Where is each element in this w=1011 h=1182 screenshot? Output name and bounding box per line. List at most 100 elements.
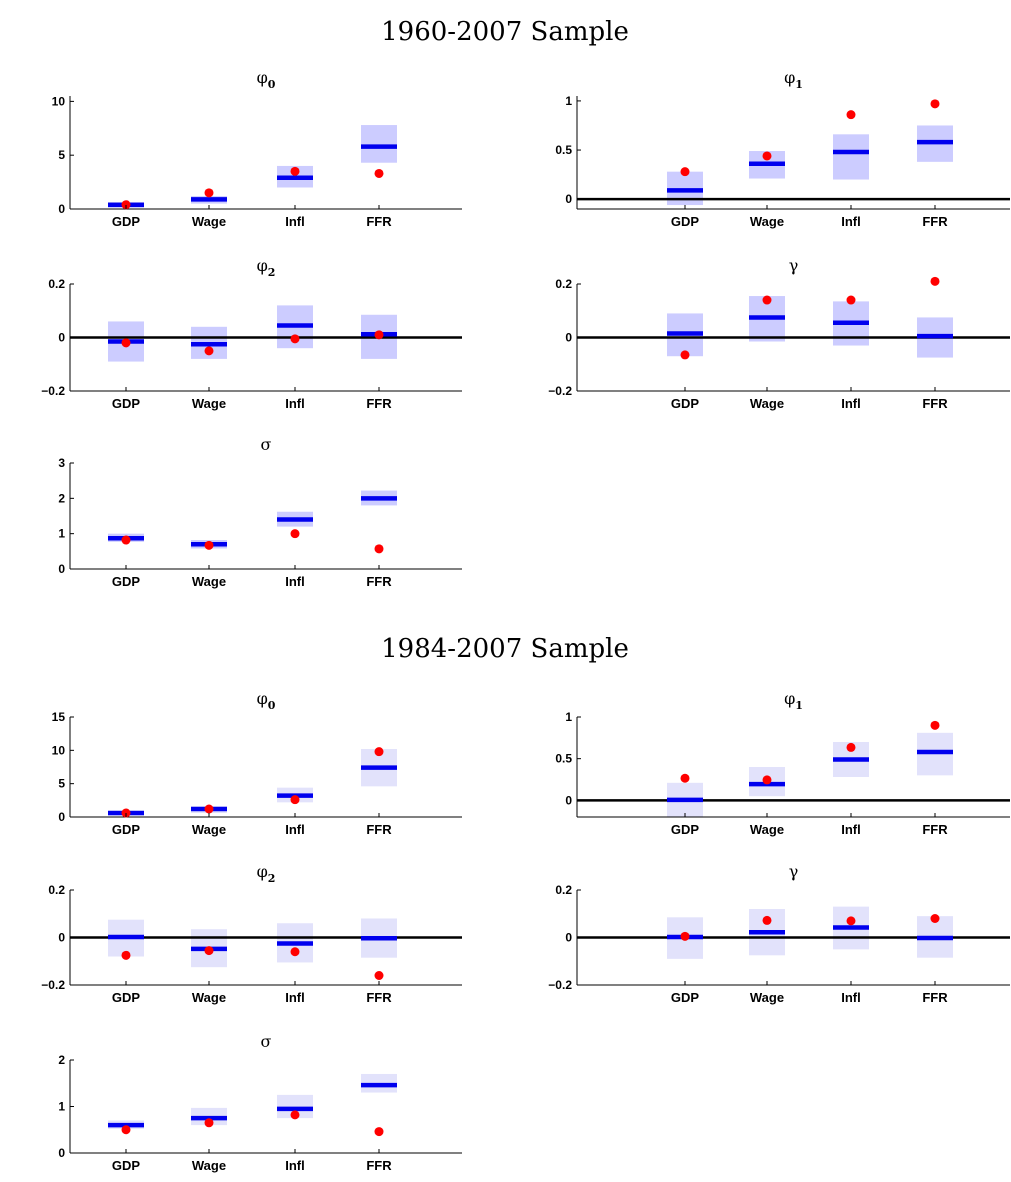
- point-estimate: [204, 540, 214, 550]
- credible-band: [361, 125, 397, 163]
- y-tick-label: 0.2: [555, 883, 572, 897]
- panel-title-subscript: 0: [268, 78, 276, 91]
- y-tick-label: 15: [52, 710, 66, 724]
- category-label: Wage: [750, 822, 784, 837]
- y-tick-label: −0.2: [41, 978, 65, 992]
- panel-title: σ: [261, 435, 272, 454]
- point-estimate: [121, 338, 131, 348]
- category-label: Infl: [285, 990, 305, 1005]
- point-estimate: [374, 544, 384, 554]
- category-label: Wage: [192, 574, 226, 589]
- panel-title: σ: [261, 1032, 272, 1051]
- y-tick-label: 0: [565, 793, 572, 807]
- point-estimate: [121, 950, 131, 960]
- category-label: GDP: [112, 214, 141, 229]
- section-title-1960: 1960-2007 Sample: [381, 17, 629, 47]
- point-estimate: [374, 747, 384, 757]
- category-label: Infl: [285, 574, 305, 589]
- category-label: Wage: [750, 990, 784, 1005]
- category-label: GDP: [671, 396, 700, 411]
- y-tick-label: 0: [58, 562, 65, 576]
- point-estimate: [762, 915, 772, 925]
- category-label: Wage: [192, 1158, 226, 1173]
- y-tick-label: 0: [58, 810, 65, 824]
- y-tick-label: 1: [565, 710, 572, 724]
- point-estimate: [374, 971, 384, 980]
- category-label: FFR: [366, 396, 392, 411]
- category-label: Infl: [285, 1158, 305, 1173]
- category-label: Infl: [285, 214, 305, 229]
- y-tick-label: 0.5: [555, 143, 572, 157]
- panel-1-4: σ 0 1 2 GDP Wage Infl FFR: [58, 1032, 462, 1173]
- panel-1-1: φ1 0 0.5 1 GDP Wage Infl FFR: [555, 689, 1010, 837]
- point-estimate: [290, 1110, 300, 1120]
- category-label: Wage: [192, 214, 226, 229]
- point-estimate: [930, 720, 940, 730]
- point-estimate: [204, 946, 214, 956]
- category-label: Wage: [750, 396, 784, 411]
- point-estimate: [374, 330, 384, 340]
- point-estimate: [121, 535, 131, 545]
- section-title-1984: 1984-2007 Sample: [381, 634, 629, 664]
- panel-title: φ1: [784, 689, 803, 712]
- panel-title: φ0: [257, 689, 276, 712]
- point-estimate: [680, 773, 690, 783]
- y-tick-label: 0: [565, 931, 572, 945]
- category-label: FFR: [922, 822, 948, 837]
- y-tick-label: 1: [58, 527, 65, 541]
- category-label: FFR: [922, 990, 948, 1005]
- panel-1-3: γ −0.2 0 0.2 GDP Wage Infl FFR: [548, 862, 1010, 1005]
- y-tick-label: −0.2: [548, 978, 572, 992]
- y-tick-label: 0.5: [555, 752, 572, 766]
- y-tick-label: 10: [52, 94, 66, 108]
- panel-title-subscript: 2: [268, 266, 276, 279]
- credible-band: [277, 1094, 313, 1119]
- category-label: FFR: [366, 574, 392, 589]
- point-estimate: [762, 151, 772, 161]
- point-estimate: [204, 804, 214, 814]
- y-tick-label: 2: [58, 491, 65, 505]
- point-estimate: [204, 188, 214, 198]
- y-tick-label: 0: [58, 931, 65, 945]
- panel-title: φ0: [257, 68, 276, 91]
- point-estimate: [846, 742, 856, 752]
- point-estimate: [204, 346, 214, 356]
- point-estimate: [680, 931, 690, 941]
- category-label: GDP: [112, 574, 141, 589]
- point-estimate: [930, 914, 940, 923]
- y-tick-label: 0: [565, 331, 572, 345]
- category-label: Wage: [192, 396, 226, 411]
- panel-title-subscript: 1: [795, 78, 803, 91]
- category-label: Wage: [750, 214, 784, 229]
- category-label: Infl: [841, 990, 861, 1005]
- point-estimate: [290, 166, 300, 176]
- category-label: Infl: [841, 396, 861, 411]
- category-label: GDP: [671, 990, 700, 1005]
- point-estimate: [846, 295, 856, 305]
- credible-band: [833, 134, 869, 180]
- y-tick-label: 0: [58, 1146, 65, 1160]
- panel-title: γ: [789, 862, 799, 881]
- panel-title-subscript: 1: [795, 699, 803, 712]
- panel-0-4: σ 0 1 2 3 GDP Wage Infl FFR: [58, 435, 462, 589]
- category-label: Infl: [285, 396, 305, 411]
- y-tick-label: 5: [58, 777, 65, 791]
- point-estimate: [680, 350, 690, 360]
- panel-0-3: γ −0.2 0 0.2 GDP Wage Infl FFR: [548, 256, 1010, 411]
- y-tick-label: 0.2: [48, 883, 65, 897]
- y-tick-label: 0.2: [555, 277, 572, 291]
- category-label: GDP: [112, 396, 141, 411]
- point-estimate: [762, 775, 772, 785]
- category-label: Wage: [192, 990, 226, 1005]
- panel-title: φ1: [784, 68, 803, 91]
- category-label: FFR: [366, 214, 392, 229]
- y-tick-label: 0: [58, 331, 65, 345]
- category-label: FFR: [922, 214, 948, 229]
- category-label: FFR: [366, 1158, 392, 1173]
- category-label: GDP: [112, 1158, 141, 1173]
- y-tick-label: 10: [52, 743, 66, 757]
- point-estimate: [930, 99, 940, 109]
